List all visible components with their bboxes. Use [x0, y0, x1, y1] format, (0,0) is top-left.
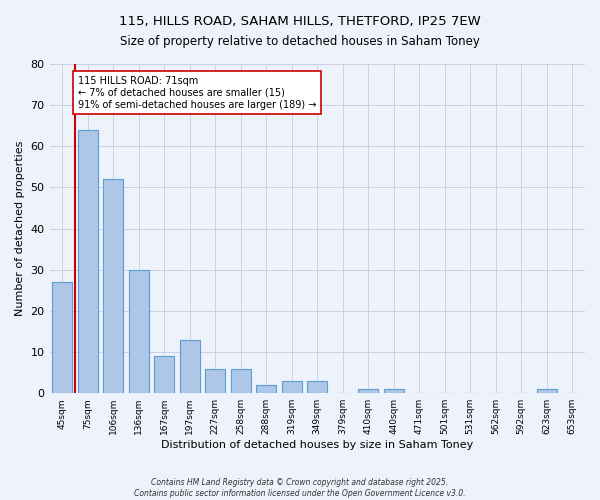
Text: Size of property relative to detached houses in Saham Toney: Size of property relative to detached ho… — [120, 35, 480, 48]
Bar — [154, 356, 175, 393]
Bar — [52, 282, 73, 393]
Bar — [205, 368, 226, 393]
Text: Contains HM Land Registry data © Crown copyright and database right 2025.
Contai: Contains HM Land Registry data © Crown c… — [134, 478, 466, 498]
Bar — [307, 381, 328, 393]
Bar — [179, 340, 200, 393]
Bar — [103, 179, 124, 393]
Bar — [383, 389, 404, 393]
Text: 115 HILLS ROAD: 71sqm
← 7% of detached houses are smaller (15)
91% of semi-detac: 115 HILLS ROAD: 71sqm ← 7% of detached h… — [78, 76, 316, 110]
Bar — [256, 385, 277, 393]
Bar — [536, 389, 557, 393]
Bar — [128, 270, 149, 393]
Bar — [281, 381, 302, 393]
Bar — [358, 389, 379, 393]
Text: 115, HILLS ROAD, SAHAM HILLS, THETFORD, IP25 7EW: 115, HILLS ROAD, SAHAM HILLS, THETFORD, … — [119, 15, 481, 28]
Bar — [230, 368, 251, 393]
Y-axis label: Number of detached properties: Number of detached properties — [15, 141, 25, 316]
X-axis label: Distribution of detached houses by size in Saham Toney: Distribution of detached houses by size … — [161, 440, 473, 450]
Bar — [77, 130, 98, 393]
